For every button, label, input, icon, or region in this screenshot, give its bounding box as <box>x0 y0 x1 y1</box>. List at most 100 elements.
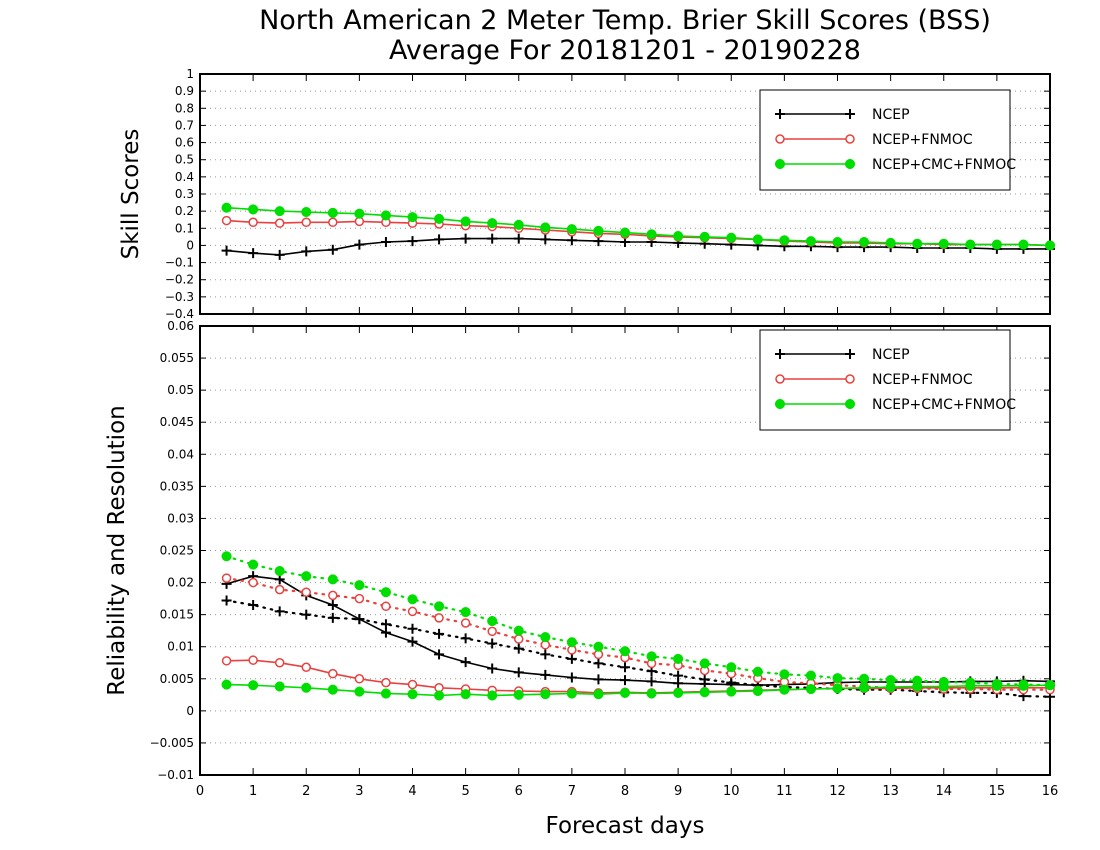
data-point <box>646 676 657 687</box>
data-point <box>301 571 312 582</box>
data-point <box>566 224 577 235</box>
data-point <box>248 217 258 228</box>
series-ncep <box>221 571 1055 691</box>
series-ncep-cmc-fnmoc <box>221 202 1056 251</box>
data-point <box>699 231 710 242</box>
legend-label: NCEP+CMC+FNMOC <box>872 157 1016 173</box>
data-point <box>274 565 285 577</box>
x-tick-label: 14 <box>935 784 952 799</box>
data-point <box>699 674 710 685</box>
x-axis-label: Forecast days <box>546 813 705 839</box>
data-point <box>327 600 338 611</box>
x-tick-label: 13 <box>882 784 899 799</box>
y-tick-label: −0.3 <box>165 290 194 304</box>
series-line <box>226 683 1051 697</box>
y-tick-label: 0.1 <box>175 221 194 235</box>
series-line <box>225 555 1052 687</box>
data-point <box>301 246 312 257</box>
data-point <box>487 616 498 627</box>
y-tick-label: 0 <box>186 238 194 252</box>
y-tick-label: 0.035 <box>160 479 194 493</box>
series-line <box>226 206 1051 247</box>
y-tick-label: 0.2 <box>175 204 194 218</box>
data-point <box>619 227 631 238</box>
x-tick-label: 4 <box>408 784 416 799</box>
data-point <box>726 686 737 697</box>
y-axis-label: Skill Scores <box>118 129 144 260</box>
y-tick-label: 0.06 <box>167 319 194 333</box>
data-point <box>221 656 232 666</box>
data-point <box>380 237 391 247</box>
y-tick-label: 0.055 <box>160 351 194 365</box>
x-tick-label: 12 <box>829 784 846 799</box>
y-tick-label: 0.8 <box>175 101 194 115</box>
data-point <box>513 667 524 678</box>
data-point <box>407 594 418 605</box>
data-point <box>487 233 498 244</box>
series-line <box>226 575 1051 687</box>
data-point <box>593 641 604 652</box>
data-point <box>354 674 365 684</box>
x-tick-label: 8 <box>621 784 629 799</box>
data-point <box>434 213 445 224</box>
data-point <box>752 685 763 697</box>
data-point <box>221 573 232 583</box>
data-point <box>274 681 285 692</box>
data-point <box>354 580 365 591</box>
x-tick-label: 9 <box>674 784 682 799</box>
data-point <box>381 601 391 612</box>
data-point <box>673 670 684 681</box>
data-point <box>327 244 338 255</box>
data-point <box>248 680 259 691</box>
data-point <box>726 677 737 688</box>
x-tick-label: 0 <box>196 784 204 799</box>
data-point <box>566 235 577 246</box>
y-tick-label: 0.04 <box>167 447 194 461</box>
y-tick-label: 0.3 <box>175 187 194 201</box>
legend: NCEP NCEP+FNMOC NCEP+CMC+FNMOC <box>759 89 1016 191</box>
data-point <box>407 636 418 647</box>
data-point <box>248 655 258 665</box>
data-point <box>248 559 259 570</box>
y-tick-label: 0.7 <box>175 118 194 132</box>
data-point <box>540 222 551 233</box>
skill-scores-panel: −0.4 −0.3 −0.2 −0.1 0 0.1 0.2 0.3 0.4 0.5 0.6 0.7 0.… <box>118 67 1056 321</box>
data-point <box>619 646 631 657</box>
y-tick-label: 1 <box>186 67 194 81</box>
data-point <box>301 587 311 597</box>
plot-frame <box>199 325 1051 776</box>
data-point <box>380 587 391 598</box>
y-tick-label: −0.4 <box>165 307 194 321</box>
data-point <box>991 239 1002 250</box>
data-point <box>248 600 259 611</box>
data-point <box>805 670 816 681</box>
series-ncep <box>221 233 1055 260</box>
data-point <box>513 219 524 230</box>
series-ncep-cmc-fnmoc <box>221 679 1056 701</box>
data-point <box>434 649 445 660</box>
y-tick-label: 0.03 <box>167 511 194 525</box>
data-point <box>1018 679 1029 690</box>
data-point <box>274 249 285 260</box>
data-point <box>301 217 311 228</box>
data-point <box>248 204 259 215</box>
data-point <box>328 217 338 228</box>
data-point <box>248 248 259 259</box>
data-point <box>487 218 498 229</box>
legend-marker <box>845 374 855 384</box>
data-point <box>380 619 391 630</box>
x-tick-label: 16 <box>1042 784 1059 799</box>
data-point <box>699 658 710 669</box>
y-tick-label: 0.045 <box>160 415 194 429</box>
data-point <box>407 236 418 247</box>
data-point <box>221 245 232 256</box>
y-tick-label: −0.1 <box>165 256 194 270</box>
data-point <box>646 688 657 699</box>
data-point <box>938 676 949 688</box>
data-point <box>832 673 843 684</box>
data-point <box>779 235 790 246</box>
data-point <box>540 649 551 660</box>
data-point <box>885 237 896 248</box>
legend-box <box>759 89 1011 191</box>
data-point <box>221 595 232 606</box>
